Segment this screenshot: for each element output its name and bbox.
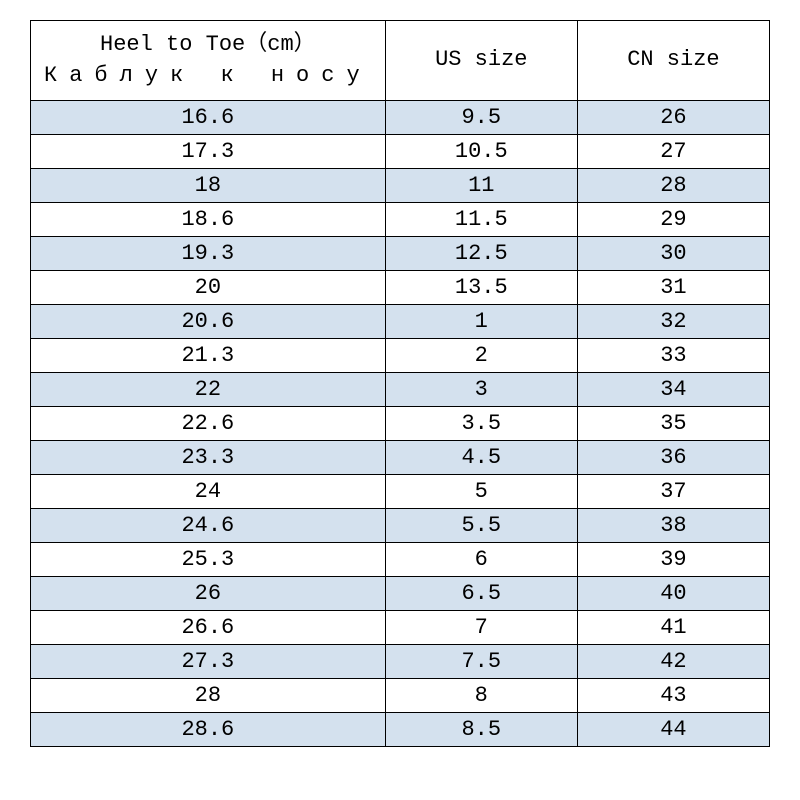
cell-heel-to-toe: 22: [31, 373, 386, 407]
table-body: 16.69.526 17.310.527 181128 18.611.529 1…: [31, 101, 770, 747]
cell-heel-to-toe: 23.3: [31, 441, 386, 475]
cell-heel-to-toe: 17.3: [31, 135, 386, 169]
cell-heel-to-toe: 19.3: [31, 237, 386, 271]
cell-heel-to-toe: 26.6: [31, 611, 386, 645]
col-header-heel-to-toe: Heel to Toe（cm） Каблук к носу: [31, 21, 386, 101]
cell-heel-to-toe: 16.6: [31, 101, 386, 135]
cell-us-size: 6.5: [385, 577, 577, 611]
table-row: 26.6741: [31, 611, 770, 645]
table-row: 28843: [31, 679, 770, 713]
table-row: 21.3233: [31, 339, 770, 373]
table-row: 24.65.538: [31, 509, 770, 543]
table-row: 24537: [31, 475, 770, 509]
cell-us-size: 8: [385, 679, 577, 713]
cell-cn-size: 37: [577, 475, 769, 509]
cell-cn-size: 29: [577, 203, 769, 237]
cell-heel-to-toe: 22.6: [31, 407, 386, 441]
cell-cn-size: 39: [577, 543, 769, 577]
cell-us-size: 3: [385, 373, 577, 407]
cell-us-size: 8.5: [385, 713, 577, 747]
table-row: 27.37.542: [31, 645, 770, 679]
cell-cn-size: 43: [577, 679, 769, 713]
cell-cn-size: 27: [577, 135, 769, 169]
cell-us-size: 10.5: [385, 135, 577, 169]
cell-us-size: 4.5: [385, 441, 577, 475]
cell-cn-size: 38: [577, 509, 769, 543]
cell-heel-to-toe: 21.3: [31, 339, 386, 373]
cell-us-size: 6: [385, 543, 577, 577]
table-row: 23.34.536: [31, 441, 770, 475]
cell-us-size: 11.5: [385, 203, 577, 237]
table-header-row: Heel to Toe（cm） Каблук к носу US size CN…: [31, 21, 770, 101]
col-header-cn-size: CN size: [577, 21, 769, 101]
table-row: 17.310.527: [31, 135, 770, 169]
cell-heel-to-toe: 28: [31, 679, 386, 713]
cell-us-size: 9.5: [385, 101, 577, 135]
cell-cn-size: 28: [577, 169, 769, 203]
cell-us-size: 5: [385, 475, 577, 509]
size-chart-table: Heel to Toe（cm） Каблук к носу US size CN…: [30, 20, 770, 747]
table-row: 25.3639: [31, 543, 770, 577]
cell-heel-to-toe: 27.3: [31, 645, 386, 679]
col-header-text: Heel to Toe（cm）: [31, 30, 385, 61]
cell-cn-size: 40: [577, 577, 769, 611]
cell-cn-size: 41: [577, 611, 769, 645]
table-row: 20.6132: [31, 305, 770, 339]
cell-heel-to-toe: 26: [31, 577, 386, 611]
cell-us-size: 13.5: [385, 271, 577, 305]
table-row: 181128: [31, 169, 770, 203]
cell-cn-size: 34: [577, 373, 769, 407]
table-row: 19.312.530: [31, 237, 770, 271]
cell-cn-size: 26: [577, 101, 769, 135]
cell-heel-to-toe: 24.6: [31, 509, 386, 543]
col-header-us-size: US size: [385, 21, 577, 101]
cell-heel-to-toe: 25.3: [31, 543, 386, 577]
table-row: 22.63.535: [31, 407, 770, 441]
cell-cn-size: 42: [577, 645, 769, 679]
cell-heel-to-toe: 18.6: [31, 203, 386, 237]
cell-cn-size: 36: [577, 441, 769, 475]
cell-us-size: 5.5: [385, 509, 577, 543]
cell-cn-size: 32: [577, 305, 769, 339]
cell-cn-size: 30: [577, 237, 769, 271]
cell-us-size: 7: [385, 611, 577, 645]
table-row: 16.69.526: [31, 101, 770, 135]
col-header-text: US size: [386, 45, 577, 76]
table-row: 18.611.529: [31, 203, 770, 237]
table-row: 2013.531: [31, 271, 770, 305]
col-header-text: CN size: [578, 45, 769, 76]
cell-heel-to-toe: 24: [31, 475, 386, 509]
cell-us-size: 11: [385, 169, 577, 203]
table-row: 266.540: [31, 577, 770, 611]
cell-heel-to-toe: 28.6: [31, 713, 386, 747]
cell-us-size: 7.5: [385, 645, 577, 679]
cell-us-size: 3.5: [385, 407, 577, 441]
cell-heel-to-toe: 20.6: [31, 305, 386, 339]
col-header-subtext: Каблук к носу: [31, 61, 385, 92]
table-row: 22334: [31, 373, 770, 407]
cell-cn-size: 31: [577, 271, 769, 305]
table-row: 28.68.544: [31, 713, 770, 747]
cell-us-size: 12.5: [385, 237, 577, 271]
cell-heel-to-toe: 18: [31, 169, 386, 203]
cell-cn-size: 44: [577, 713, 769, 747]
cell-cn-size: 35: [577, 407, 769, 441]
cell-heel-to-toe: 20: [31, 271, 386, 305]
cell-us-size: 1: [385, 305, 577, 339]
cell-cn-size: 33: [577, 339, 769, 373]
cell-us-size: 2: [385, 339, 577, 373]
